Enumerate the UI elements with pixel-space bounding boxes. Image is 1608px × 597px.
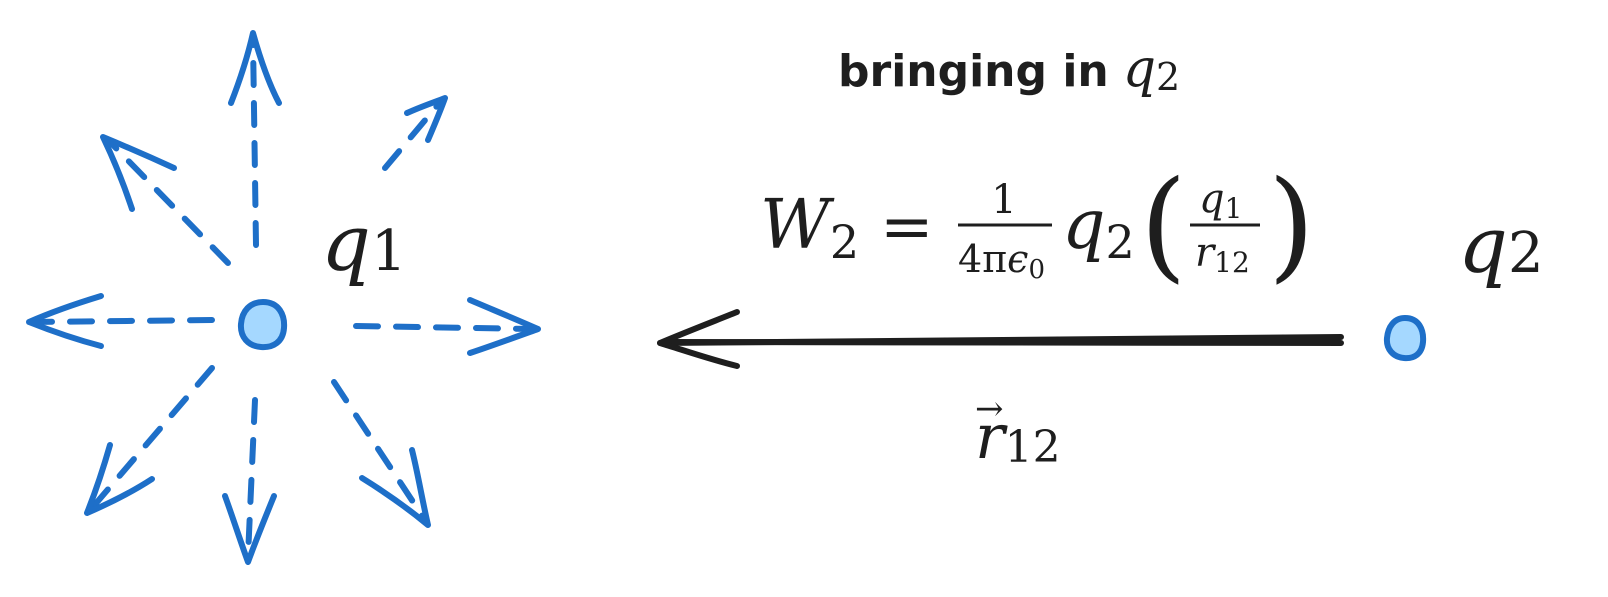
field-arrow-right <box>353 297 541 356</box>
equation-const-numerator: 1 <box>991 177 1016 223</box>
field-arrow-up-left <box>100 134 231 266</box>
label-q2: q2 <box>1458 201 1544 291</box>
field-arrow-down-right <box>331 379 431 528</box>
field-arrow-up-right <box>382 95 448 171</box>
label-r12: r12 <box>975 400 1061 473</box>
equation-paren-open: ( <box>1140 156 1187 295</box>
field-arrow-up <box>228 30 282 248</box>
field-arrow-down <box>222 397 277 565</box>
charge-q1 <box>237 299 288 351</box>
equation-const-denominator: 4πϵ0 <box>958 237 1045 285</box>
equation-lhs: W2 <box>760 186 859 269</box>
equation-frac-numerator: q1 <box>1199 176 1242 225</box>
charge-q2 <box>1383 315 1427 362</box>
equation-paren-close: ) <box>1268 156 1315 295</box>
field-arrow-down-left <box>84 365 215 516</box>
field-lines <box>26 30 541 565</box>
caption-bringing-in-q2: bringing in q2 <box>838 39 1180 99</box>
label-q1: q1 <box>321 199 407 289</box>
label-r12-vector-mark: → <box>975 389 1004 429</box>
displacement-arrow <box>657 309 1344 369</box>
equation-equals: = <box>880 190 934 264</box>
field-arrow-left <box>26 293 215 349</box>
equation-mid-q2: q2 <box>1062 186 1135 269</box>
equation-frac-denominator: r12 <box>1195 230 1250 279</box>
equation-work: W2 = 1 4πϵ0 q2 ( ) q1 r12 <box>760 156 1315 295</box>
